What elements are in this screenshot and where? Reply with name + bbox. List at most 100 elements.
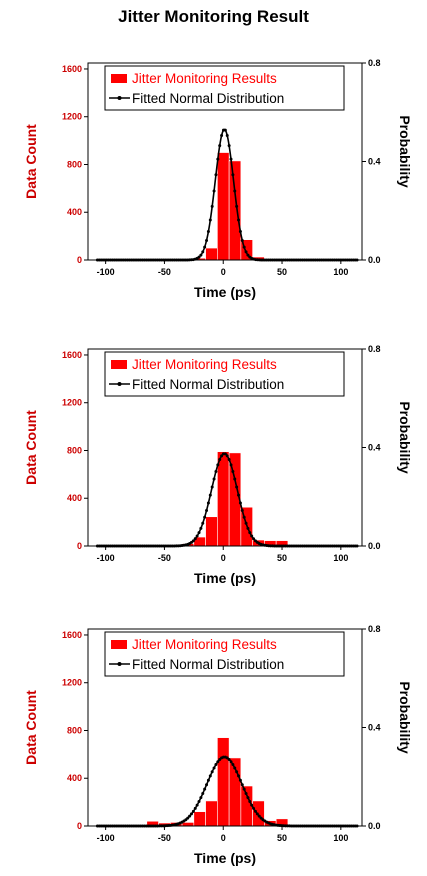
- fit-point: [248, 531, 252, 535]
- y-tick-label: 800: [67, 725, 82, 735]
- y2-tick-label: 0.0: [368, 255, 381, 265]
- x-tick-label: 100: [333, 267, 348, 277]
- fit-point: [195, 534, 199, 538]
- y-axis-title: Data Count: [23, 410, 39, 485]
- fit-point: [248, 800, 252, 804]
- fit-point: [238, 229, 242, 233]
- fit-point: [252, 537, 256, 541]
- page-title: Jitter Monitoring Result: [118, 7, 309, 26]
- fit-point: [233, 477, 237, 481]
- y2-tick-label: 0.0: [368, 821, 381, 831]
- fit-point: [250, 803, 254, 807]
- jitter-chart-3: -100 -50 0 50 100 0 400 800 1200 1600 0.0 0.4 0.8 Tim…: [23, 624, 413, 866]
- x-axis-title: Time (ps): [194, 284, 256, 300]
- y-tick-label: 400: [67, 493, 82, 503]
- fit-point: [212, 766, 216, 770]
- bar-series: [146, 737, 289, 827]
- fit-point: [216, 463, 220, 467]
- fit-point: [237, 218, 241, 222]
- fit-point: [199, 526, 203, 530]
- fit-point: [189, 812, 193, 816]
- fit-point: [227, 757, 231, 761]
- legend-box: [104, 351, 345, 397]
- x-tick-label: -100: [97, 833, 115, 843]
- chart-panel-3: -100 -50 0 50 100 0 400 800 1200 1600 0.0 0.4 0.8 Tim…: [0, 611, 427, 876]
- histogram-bar: [217, 451, 230, 547]
- fit-point: [225, 454, 229, 458]
- fit-point: [208, 774, 212, 778]
- fit-point: [186, 816, 190, 820]
- x-tick-label: 50: [277, 267, 287, 277]
- y2-axis-title: Probability: [397, 681, 413, 754]
- x-tick-label: 50: [277, 553, 287, 563]
- fit-point: [199, 796, 203, 800]
- fit-point: [214, 763, 218, 767]
- fit-point: [197, 800, 201, 804]
- y-axis-title: Data Count: [23, 690, 39, 765]
- fit-point: [235, 485, 239, 489]
- legend-bar-swatch: [111, 640, 127, 649]
- y-tick-label: 1200: [62, 678, 82, 688]
- legend-label: Fitted Normal Distribution: [132, 657, 284, 672]
- y-tick-label: 1600: [62, 64, 82, 74]
- x-tick-label: 0: [221, 833, 226, 843]
- histogram-bar: [205, 800, 218, 827]
- fit-markers: [95, 452, 359, 548]
- fit-markers: [95, 755, 359, 828]
- fit-point: [246, 796, 250, 800]
- y2-axis-title: Probability: [397, 401, 413, 474]
- fit-point: [205, 783, 209, 787]
- x-axis-title: Time (ps): [194, 570, 256, 586]
- fit-point: [229, 157, 233, 161]
- x-tick-label: 0: [221, 267, 226, 277]
- fit-point: [233, 766, 237, 770]
- x-axis-title: Time (ps): [194, 850, 256, 866]
- fit-point: [242, 515, 246, 519]
- legend: Jitter Monitoring Results Fitted Normal D…: [104, 351, 345, 397]
- y2-tick-label: 0.8: [368, 58, 381, 68]
- bar-series: [170, 451, 289, 547]
- x-tick-label: -100: [97, 267, 115, 277]
- fit-point: [231, 469, 235, 473]
- y-tick-label: 0: [77, 821, 82, 831]
- fit-point: [237, 774, 241, 778]
- y-tick-label: 1200: [62, 112, 82, 122]
- fit-point: [203, 245, 207, 249]
- x-tick-label: 50: [277, 833, 287, 843]
- legend-box: [104, 631, 345, 677]
- y-tick-label: 0: [77, 255, 82, 265]
- fit-point: [220, 454, 224, 458]
- histogram-bar: [217, 152, 230, 261]
- fit-point: [210, 485, 214, 489]
- fit-point: [229, 463, 233, 467]
- bar-series: [181, 152, 265, 261]
- fit-point: [255, 812, 259, 816]
- x-tick-label: -100: [97, 553, 115, 563]
- fit-point: [208, 493, 212, 497]
- x-tick-label: 100: [333, 553, 348, 563]
- fit-point: [206, 778, 210, 782]
- fit-point: [193, 806, 197, 810]
- fit-point: [218, 144, 222, 148]
- y-tick-label: 1600: [62, 630, 82, 640]
- fit-point: [227, 458, 231, 462]
- fit-point: [235, 204, 239, 208]
- histogram-bar: [217, 737, 230, 827]
- histogram-bar: [228, 160, 242, 261]
- x-tick-label: -50: [158, 833, 171, 843]
- fit-point: [231, 763, 235, 767]
- fit-point: [223, 128, 227, 132]
- fit-point: [218, 458, 222, 462]
- fit-point: [214, 173, 218, 177]
- fit-point: [210, 770, 214, 774]
- fit-point: [242, 245, 246, 249]
- fit-point: [237, 493, 241, 497]
- y2-tick-label: 0.8: [368, 624, 381, 634]
- fit-point: [195, 803, 199, 807]
- fit-point: [214, 469, 218, 473]
- fit-point: [199, 253, 203, 257]
- fit-point: [223, 452, 227, 456]
- fit-point: [216, 157, 220, 161]
- fit-point: [212, 477, 216, 481]
- y2-tick-label: 0.0: [368, 541, 381, 551]
